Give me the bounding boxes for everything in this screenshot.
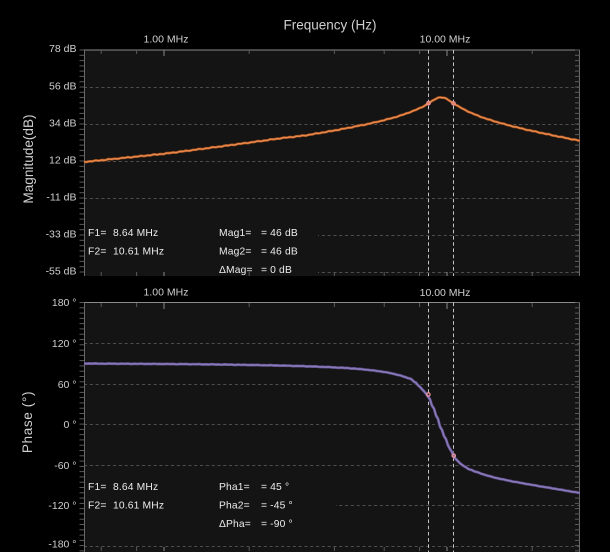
svg-text:60 °: 60 ° bbox=[58, 379, 77, 391]
svg-text:ΔMag=: ΔMag= bbox=[219, 265, 253, 276]
svg-text:F2=: F2= bbox=[88, 501, 106, 512]
svg-text:Phase (°): Phase (°) bbox=[20, 391, 35, 453]
svg-text:F1=: F1= bbox=[88, 228, 106, 239]
svg-text:10.61 MHz: 10.61 MHz bbox=[113, 501, 164, 512]
svg-text:1.00 MHz: 1.00 MHz bbox=[144, 287, 189, 299]
svg-text:10.00 MHz: 10.00 MHz bbox=[420, 287, 471, 299]
svg-text:Pha2=: Pha2= bbox=[219, 501, 250, 512]
svg-text:56 dB: 56 dB bbox=[49, 80, 76, 92]
svg-text:-55 dB: -55 dB bbox=[46, 265, 77, 277]
svg-text:120 °: 120 ° bbox=[52, 338, 77, 350]
svg-text:= 46 dB: = 46 dB bbox=[261, 228, 298, 239]
svg-text:8.64 MHz: 8.64 MHz bbox=[113, 228, 158, 239]
svg-text:0 °: 0 ° bbox=[64, 419, 77, 431]
svg-text:-60 °: -60 ° bbox=[54, 460, 76, 472]
svg-text:F1=: F1= bbox=[88, 482, 106, 493]
svg-text:12 dB: 12 dB bbox=[49, 154, 76, 166]
svg-text:8.64 MHz: 8.64 MHz bbox=[113, 482, 158, 493]
svg-text:1.00 MHz: 1.00 MHz bbox=[144, 34, 189, 46]
svg-text:Mag1=: Mag1= bbox=[219, 228, 252, 239]
svg-text:10.61 MHz: 10.61 MHz bbox=[113, 247, 164, 258]
svg-text:-11 dB: -11 dB bbox=[46, 191, 76, 203]
svg-text:F2=: F2= bbox=[88, 247, 106, 258]
svg-text:= 0 dB: = 0 dB bbox=[261, 265, 292, 276]
svg-text:Magnitude(dB): Magnitude(dB) bbox=[21, 114, 36, 203]
svg-text:-33 dB: -33 dB bbox=[46, 228, 77, 240]
svg-text:10.00 MHz: 10.00 MHz bbox=[420, 34, 471, 46]
svg-text:= 46 dB: = 46 dB bbox=[261, 247, 298, 258]
svg-text:-120 °: -120 ° bbox=[48, 500, 76, 512]
svg-text:= -45 °: = -45 ° bbox=[261, 501, 293, 512]
svg-text:180 °: 180 ° bbox=[52, 297, 77, 309]
svg-text:-180 °: -180 ° bbox=[48, 538, 76, 550]
svg-text:= 45 °: = 45 ° bbox=[261, 482, 289, 493]
svg-text:78 dB: 78 dB bbox=[49, 43, 76, 55]
svg-text:Mag2=: Mag2= bbox=[219, 247, 252, 258]
svg-text:Pha1=: Pha1= bbox=[219, 482, 250, 493]
svg-text:= -90 °: = -90 ° bbox=[261, 519, 293, 530]
svg-text:Frequency (Hz): Frequency (Hz) bbox=[283, 18, 376, 33]
svg-text:ΔPha=: ΔPha= bbox=[219, 519, 251, 530]
svg-text:34 dB: 34 dB bbox=[49, 117, 76, 129]
